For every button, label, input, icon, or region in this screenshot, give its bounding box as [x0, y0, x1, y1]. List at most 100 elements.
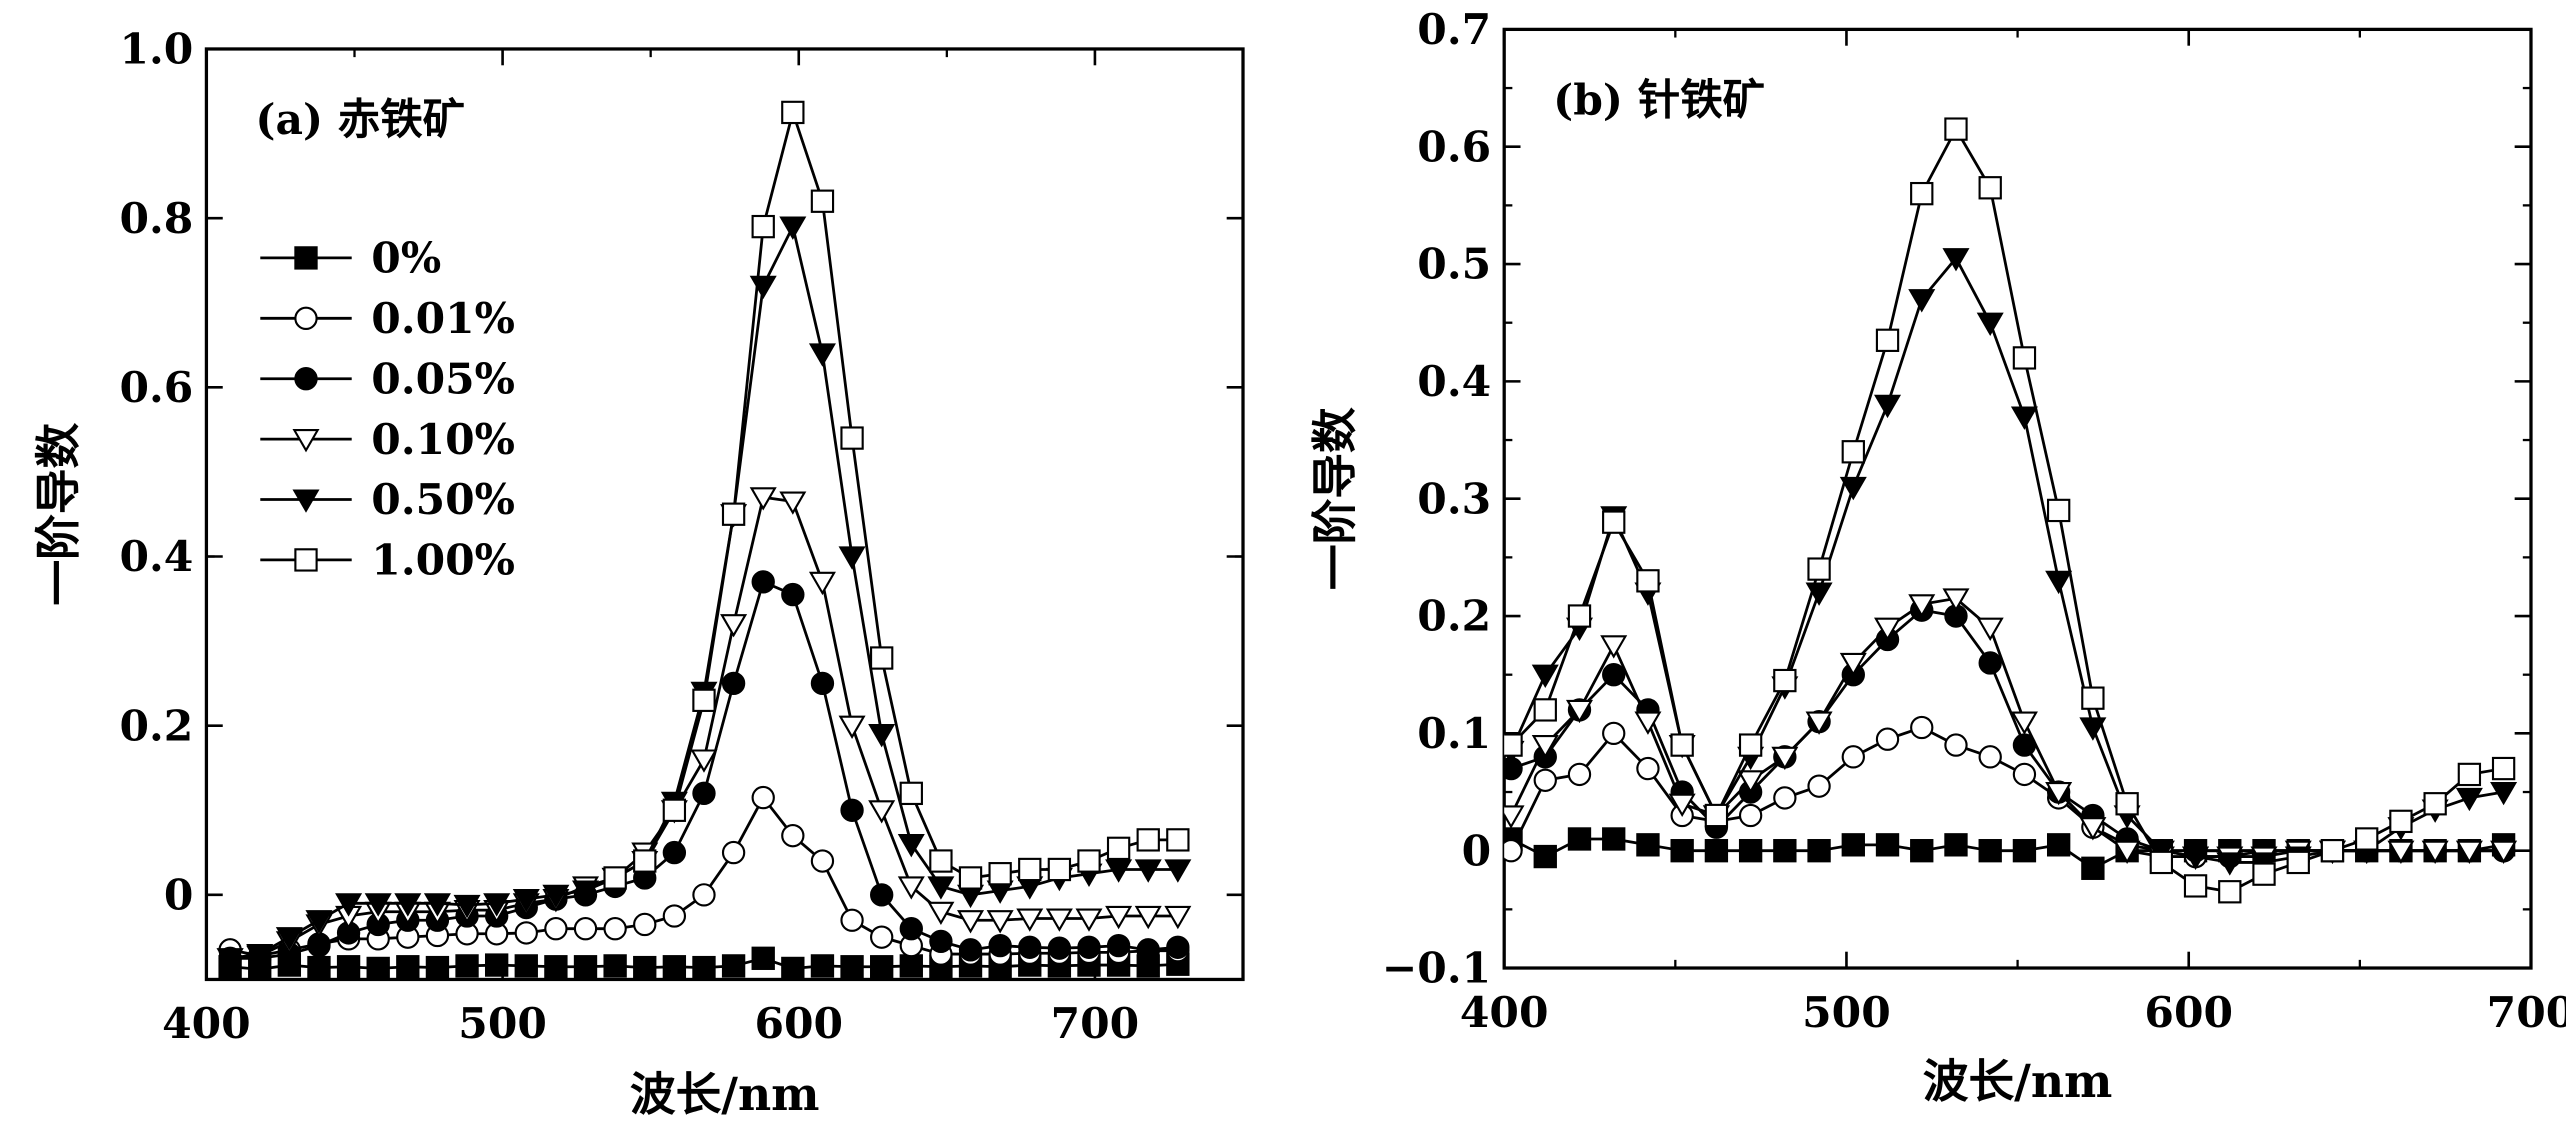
y-axis-label: 一阶导数 [31, 423, 85, 606]
data-point [453, 894, 481, 919]
data-point [1942, 248, 1970, 272]
data-point [2079, 717, 2107, 741]
data-point [662, 904, 687, 928]
data-point [781, 823, 805, 848]
data-point [2490, 840, 2518, 864]
y-tick-label: 1.0 [120, 25, 194, 75]
data-point [1807, 774, 1831, 798]
data-point [1839, 476, 1867, 501]
x-tick-label: 400 [1460, 988, 1549, 1038]
data-point [1978, 176, 2002, 200]
data-point [2286, 850, 2310, 875]
data-point [1874, 394, 1902, 419]
data-point [1738, 803, 1763, 828]
data-point [1773, 786, 1797, 810]
data-point [899, 781, 923, 806]
panel-b-chart: 400 500 600 700 −0.1 0 0.1 0.2 0.3 0.4 0.5 0.6 0.7 波长… [1308, 5, 2566, 1108]
data-point [840, 798, 864, 822]
data-point [2046, 833, 2071, 857]
data-point [1976, 617, 2004, 642]
data-point [751, 785, 775, 810]
data-point [2113, 840, 2141, 864]
data-point [2355, 827, 2379, 851]
data-point [573, 955, 598, 979]
y-tick-label: 0.2 [1417, 592, 1491, 642]
data-point [870, 883, 894, 907]
data-point [1805, 711, 1833, 735]
data-point [1978, 839, 2002, 863]
data-point [1807, 839, 1831, 863]
data-point [336, 955, 361, 979]
data-point [1533, 844, 1557, 869]
data-point [512, 889, 540, 913]
data-point [1077, 849, 1101, 873]
data-point [1600, 635, 1628, 659]
data-point [749, 487, 777, 511]
data-point [1910, 839, 1934, 863]
data-point [305, 910, 333, 934]
data-point [2389, 809, 2413, 834]
data-point [810, 954, 835, 978]
data-point [721, 954, 746, 978]
data-point [2320, 839, 2345, 863]
data-point [216, 948, 244, 972]
data-point [633, 912, 657, 937]
data-point [721, 840, 746, 865]
data-point [396, 955, 420, 979]
data-point [2455, 840, 2483, 864]
data-point [2046, 498, 2071, 523]
data-point [366, 956, 390, 980]
data-point [1567, 827, 1592, 851]
data-point [840, 426, 864, 450]
plot-frame [204, 47, 1245, 982]
series-line [1510, 127, 2504, 894]
data-point [1602, 510, 1626, 534]
data-point [1704, 803, 1729, 828]
data-point [484, 953, 509, 977]
data-point [1047, 936, 1072, 960]
data-point [633, 849, 657, 873]
data-point [1106, 836, 1131, 861]
data-point [1166, 935, 1190, 959]
x-tick-label: 700 [2487, 988, 2566, 1038]
y-tick-label: 0.6 [1417, 122, 1491, 172]
data-point [1875, 727, 1900, 751]
data-point [838, 546, 866, 570]
data-point [2081, 686, 2105, 710]
data-point [2115, 792, 2139, 816]
data-point [425, 955, 450, 980]
x-tick-label: 700 [1051, 999, 1140, 1049]
data-point [810, 849, 835, 873]
data-point [1567, 604, 1592, 628]
legend-label: 0.10% [371, 415, 515, 465]
series-line [1509, 256, 2504, 864]
data-point [1670, 839, 1694, 863]
data-point [1908, 289, 1936, 313]
data-point [394, 893, 422, 917]
data-point [720, 614, 748, 638]
data-point [2216, 852, 2244, 876]
data-point [1134, 859, 1162, 883]
data-point [2387, 840, 2415, 864]
data-point [840, 908, 864, 932]
data-point [633, 955, 657, 980]
data-point [1737, 770, 1765, 794]
data-point [1944, 117, 1968, 141]
data-point [1567, 762, 1592, 787]
data-point [1978, 651, 2002, 675]
legend-marker [292, 489, 320, 513]
data-point [335, 893, 363, 917]
y-tick-label: 0.1 [1417, 709, 1491, 759]
data-point [1134, 905, 1162, 930]
data-point [2045, 570, 2073, 595]
data-point [2490, 781, 2518, 806]
x-tick-label: 500 [458, 999, 547, 1049]
data-point [692, 781, 716, 806]
data-point [246, 943, 274, 968]
data-point [751, 946, 775, 970]
data-point [958, 866, 983, 890]
y-tick-label: 0.4 [120, 532, 194, 582]
data-point [927, 901, 955, 926]
legend-marker [294, 367, 318, 391]
